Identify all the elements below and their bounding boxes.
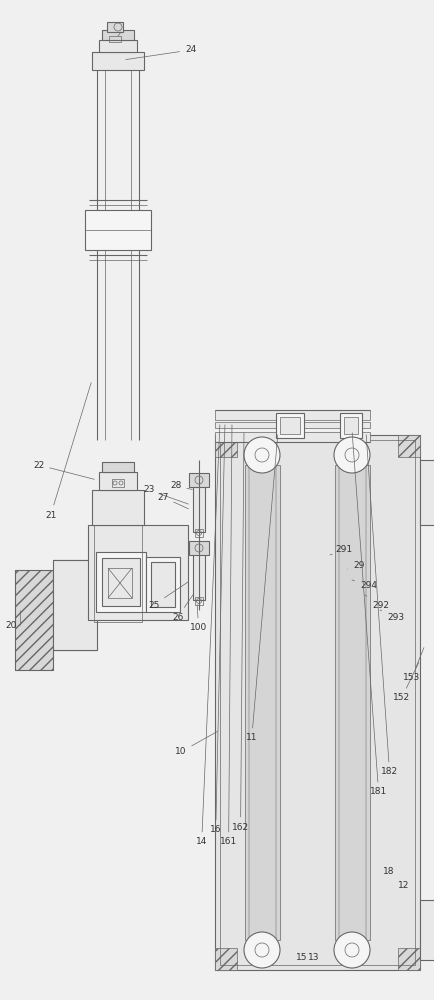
Bar — [146, 557, 180, 612]
Bar — [15, 570, 53, 670]
Text: 23: 23 — [143, 486, 188, 504]
Bar — [109, 36, 121, 42]
Bar — [420, 900, 434, 960]
Circle shape — [334, 437, 370, 473]
Bar — [215, 435, 420, 970]
Text: 14: 14 — [196, 425, 220, 846]
Text: 22: 22 — [33, 460, 94, 479]
Bar — [339, 465, 366, 940]
Bar — [53, 560, 97, 650]
Text: 24: 24 — [126, 45, 196, 60]
Bar — [94, 523, 142, 622]
Bar — [193, 482, 205, 532]
Bar — [340, 413, 362, 438]
Bar — [151, 562, 175, 607]
Bar — [215, 432, 370, 442]
Bar — [276, 413, 304, 438]
Text: 293: 293 — [380, 610, 404, 622]
Text: 294: 294 — [352, 580, 377, 589]
Bar — [398, 435, 420, 457]
Text: 28: 28 — [170, 482, 192, 490]
Bar — [92, 52, 144, 70]
Text: 25: 25 — [148, 582, 189, 609]
Text: 27: 27 — [157, 492, 188, 509]
Text: 153: 153 — [403, 648, 424, 682]
Text: 26: 26 — [172, 594, 194, 621]
Bar — [108, 568, 132, 598]
Text: 16: 16 — [210, 425, 225, 834]
Text: 291: 291 — [330, 546, 352, 555]
Circle shape — [334, 932, 370, 968]
Text: 11: 11 — [246, 435, 278, 742]
Circle shape — [244, 932, 280, 968]
Text: 182: 182 — [366, 435, 398, 776]
Text: 152: 152 — [393, 662, 419, 702]
Bar — [245, 465, 280, 940]
Circle shape — [244, 437, 280, 473]
Text: 100: 100 — [190, 605, 207, 633]
Bar — [398, 948, 420, 970]
Text: 181: 181 — [352, 433, 387, 796]
Text: 29: 29 — [348, 560, 365, 570]
Bar — [102, 462, 134, 472]
Text: 20: 20 — [5, 620, 16, 630]
Bar — [344, 417, 358, 434]
Bar — [215, 422, 370, 428]
Bar — [107, 22, 123, 32]
Bar — [102, 30, 134, 40]
Bar — [189, 541, 209, 555]
Bar — [249, 465, 276, 940]
Bar — [280, 417, 300, 434]
Bar — [189, 473, 209, 487]
Text: 12: 12 — [398, 880, 409, 890]
Bar — [92, 490, 144, 525]
Bar — [85, 210, 151, 250]
Bar — [215, 948, 237, 970]
Bar — [102, 558, 140, 606]
Bar — [335, 465, 370, 940]
Text: 21: 21 — [45, 383, 91, 520]
Bar — [215, 435, 237, 457]
Text: 292: 292 — [365, 595, 389, 609]
Bar — [96, 552, 146, 612]
Bar — [195, 597, 203, 605]
Bar — [220, 440, 415, 965]
Bar — [215, 410, 370, 420]
Bar — [195, 529, 203, 537]
Bar — [420, 460, 434, 525]
Bar — [193, 550, 205, 600]
Bar — [99, 472, 137, 490]
Text: 15: 15 — [296, 954, 308, 962]
Text: 161: 161 — [220, 425, 237, 846]
Text: 18: 18 — [383, 867, 395, 876]
Bar — [15, 570, 53, 670]
Text: 10: 10 — [175, 731, 217, 756]
Text: 162: 162 — [232, 433, 249, 832]
Bar — [99, 40, 137, 52]
Text: 13: 13 — [308, 954, 319, 962]
Bar — [88, 525, 188, 620]
Bar — [112, 479, 124, 487]
